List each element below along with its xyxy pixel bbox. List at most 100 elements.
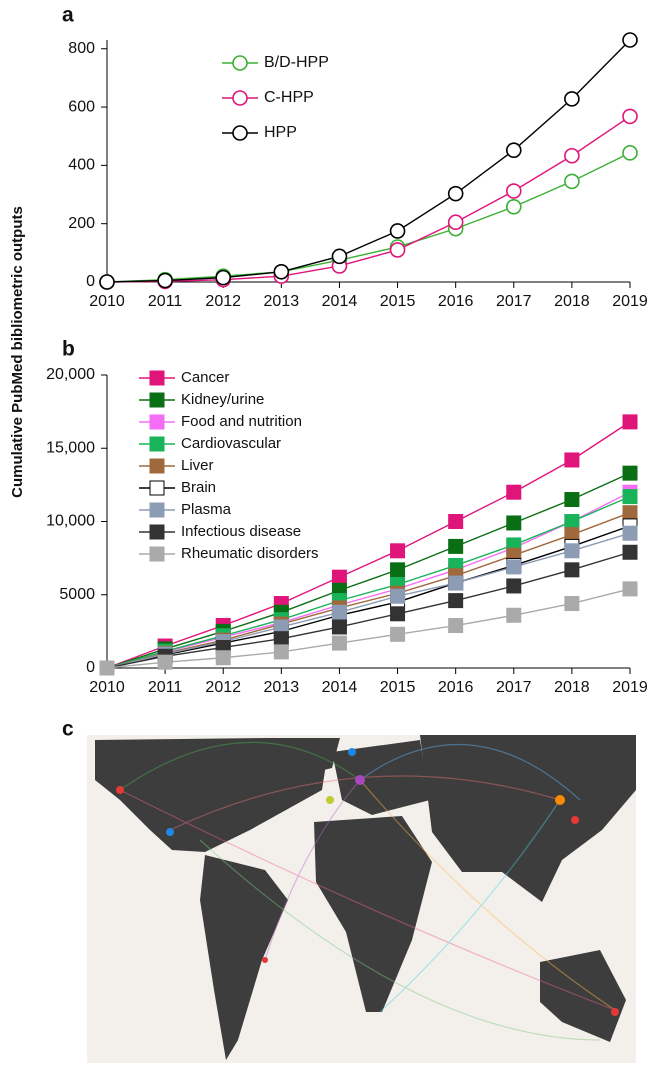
data-point [505, 198, 522, 215]
y-tick-label: 10,000 [46, 513, 95, 530]
data-point [506, 515, 522, 531]
data-point [622, 581, 638, 597]
legend-label: Plasma [181, 501, 232, 518]
series-line [106, 115, 631, 283]
x-tick-label: 2010 [89, 293, 125, 310]
y-tick-label: 600 [68, 98, 95, 115]
data-point [390, 543, 406, 559]
data-point [564, 562, 580, 578]
data-point [448, 538, 464, 554]
legend-marker [232, 55, 248, 71]
x-tick-label: 2018 [554, 293, 590, 310]
data-point [331, 248, 348, 265]
data-point [389, 242, 406, 258]
x-tick-label: 2011 [148, 293, 183, 310]
data-point [157, 654, 173, 670]
data-point [622, 414, 638, 430]
legend-marker [149, 480, 165, 496]
y-tick-label: 200 [68, 215, 95, 232]
data-point [622, 145, 638, 161]
data-point [506, 484, 522, 500]
x-tick-label: 2019 [612, 293, 648, 310]
data-point [564, 452, 580, 468]
legend-marker [149, 502, 165, 518]
data-point [389, 223, 406, 239]
data-point [215, 650, 231, 666]
data-point [215, 269, 232, 286]
data-point [448, 514, 464, 529]
map-land [95, 735, 636, 1060]
y-tick-label: 5000 [59, 586, 95, 603]
series-line [106, 512, 631, 669]
x-tick-label: 2015 [380, 679, 416, 696]
data-point [331, 604, 347, 620]
data-point [622, 489, 638, 505]
data-point [622, 32, 638, 48]
y-tick-label: 0 [86, 273, 95, 290]
panel-label: a [62, 4, 74, 27]
legend-label: Infectious disease [181, 523, 301, 540]
series-line [106, 39, 631, 283]
x-tick-label: 2017 [496, 293, 532, 310]
data-point [99, 274, 115, 290]
x-tick-label: 2010 [89, 679, 125, 696]
data-point [506, 559, 522, 575]
legend-marker [149, 546, 165, 562]
map-links [119, 741, 616, 1041]
x-tick-label: 2013 [264, 679, 300, 696]
series-line [106, 152, 631, 283]
legend-label: Brain [181, 479, 216, 496]
world-map [87, 735, 636, 1063]
x-tick-label: 2017 [496, 679, 532, 696]
series-line [106, 421, 631, 669]
legend-label: Kidney/urine [181, 391, 264, 408]
series-line [106, 588, 631, 669]
data-point [331, 635, 347, 651]
legend-marker [149, 392, 165, 408]
data-point [622, 465, 638, 481]
legend-label: Liver [181, 457, 214, 474]
data-point [390, 562, 406, 578]
data-point [273, 644, 289, 660]
x-tick-label: 2019 [612, 679, 648, 696]
x-tick-label: 2011 [148, 679, 183, 696]
data-point [331, 619, 347, 635]
data-point [506, 578, 522, 594]
data-point [448, 593, 464, 609]
data-point [331, 569, 347, 585]
legend-marker [232, 125, 248, 141]
data-point [448, 575, 464, 591]
y-tick-label: 15,000 [46, 439, 95, 456]
data-point [622, 108, 638, 125]
legend-marker [232, 90, 248, 106]
x-tick-label: 2013 [264, 293, 300, 310]
data-point [564, 147, 580, 164]
legend-marker [149, 370, 165, 386]
x-tick-label: 2016 [438, 679, 474, 696]
data-point [390, 626, 406, 642]
x-tick-label: 2018 [554, 679, 590, 696]
series-line [106, 551, 631, 669]
data-point [564, 543, 580, 559]
series-line [106, 532, 631, 669]
data-point [564, 173, 580, 190]
series-line [106, 491, 631, 669]
legend-label: Cardiovascular [181, 435, 281, 452]
data-point [564, 514, 580, 529]
y-tick-label: 20,000 [46, 366, 95, 383]
y-tick-label: 400 [68, 157, 95, 174]
legend-marker [149, 458, 165, 474]
data-point [157, 272, 173, 289]
data-point [447, 185, 464, 202]
data-point [505, 183, 522, 199]
y-tick-label: 0 [86, 659, 95, 676]
data-point [273, 631, 289, 647]
data-point [622, 525, 638, 541]
x-tick-label: 2016 [438, 293, 474, 310]
legend-marker [149, 436, 165, 452]
data-point [564, 596, 580, 612]
legend-label: HPP [264, 124, 297, 141]
x-tick-label: 2014 [322, 679, 358, 696]
